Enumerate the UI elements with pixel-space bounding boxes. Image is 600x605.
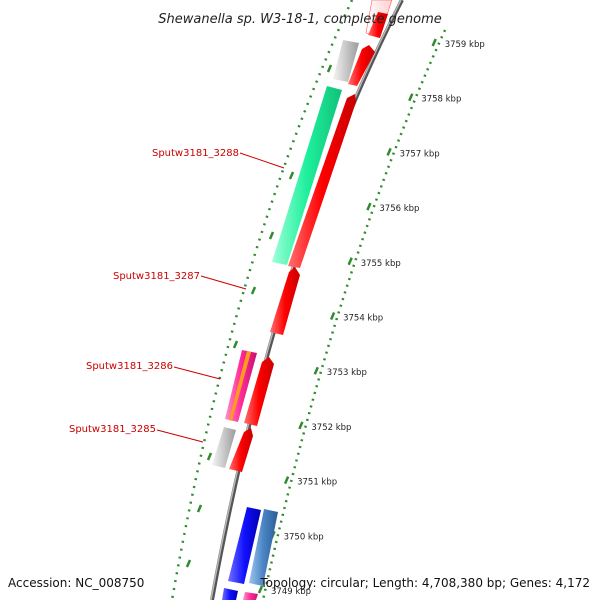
feature-pink-bottom[interactable] bbox=[243, 592, 258, 600]
gene-label[interactable]: Sputw3181_3288 bbox=[152, 148, 239, 159]
accession-text: Accession: NC_008750 bbox=[8, 576, 144, 590]
scale-tick-label: 3756 kbp bbox=[379, 204, 419, 214]
scale-tick-mark bbox=[347, 257, 353, 266]
feature-orange-stripe bbox=[229, 351, 251, 421]
genome-backbone-highlight bbox=[210, 0, 402, 601]
scale-tick-mark bbox=[386, 147, 392, 156]
feature-cds-top-red[interactable] bbox=[368, 12, 388, 38]
leader-sputw3181-3287 bbox=[200, 275, 247, 290]
feature-grey-sputw3181-3285[interactable] bbox=[212, 427, 236, 468]
feature-blue-2[interactable] bbox=[222, 588, 238, 600]
gene-labels: Sputw3181_3288 Sputw3181_3287 Sputw3181_… bbox=[69, 148, 239, 435]
scale-tick-group: 3759 kbp 3758 kbp 3757 kbp 3756 kbp 3755 kbp… bbox=[257, 38, 485, 597]
gene-label[interactable]: Sputw3181_3287 bbox=[113, 271, 200, 282]
scale-tick-label: 3749 kbp bbox=[271, 587, 311, 597]
gene-label[interactable]: Sputw3181_3285 bbox=[69, 424, 156, 435]
leader-sputw3181-3288 bbox=[239, 152, 285, 169]
scale-tick-label: 3755 kbp bbox=[361, 259, 401, 269]
scale-tick-label: 3750 kbp bbox=[284, 532, 324, 542]
scale-tick-label: 3757 kbp bbox=[400, 149, 440, 159]
scale-tick-mark bbox=[431, 38, 437, 47]
scale-tick-mark bbox=[366, 202, 372, 211]
scale-tick-mark bbox=[257, 585, 264, 594]
leader-sputw3181-3285 bbox=[156, 429, 204, 443]
scale-tick-label: 3758 kbp bbox=[421, 95, 461, 105]
feature-cds-1[interactable] bbox=[348, 45, 375, 86]
outer-ring-marks bbox=[185, 64, 333, 568]
scale-tick-label: 3751 kbp bbox=[297, 478, 337, 488]
feature-cds-sputw3181-3287[interactable] bbox=[270, 267, 300, 335]
map-title: Shewanella sp. W3-18-1, complete genome bbox=[158, 12, 441, 27]
scale-tick-label: 3752 kbp bbox=[311, 423, 351, 433]
feature-steel-1[interactable] bbox=[249, 509, 278, 586]
scale-tick-label: 3754 kbp bbox=[343, 314, 383, 324]
scale-ring-dotted bbox=[261, 29, 447, 601]
scale-tick-label: 3753 kbp bbox=[327, 368, 367, 378]
gene-label-leaders bbox=[156, 152, 285, 443]
scale-tick-mark bbox=[329, 312, 336, 320]
scale-tick-mark bbox=[408, 93, 414, 102]
feature-cds-sputw3181-3285[interactable] bbox=[229, 428, 253, 472]
scale-tick-mark bbox=[283, 476, 290, 485]
leader-sputw3181-3286 bbox=[173, 366, 221, 380]
scale-tick-label: 3759 kbp bbox=[445, 40, 485, 50]
gene-label[interactable]: Sputw3181_3286 bbox=[86, 361, 173, 372]
topology-text: Topology: circular; Length: 4,708,380 bp… bbox=[259, 576, 590, 590]
feature-track-left bbox=[212, 40, 359, 600]
feature-cds-sputw3181-3286[interactable] bbox=[244, 357, 274, 426]
feature-grey-top[interactable] bbox=[333, 40, 359, 82]
feature-track-right bbox=[229, 0, 393, 600]
scale-tick-mark bbox=[313, 366, 319, 375]
feature-blue-1[interactable] bbox=[228, 507, 261, 584]
scale-tick-mark bbox=[298, 421, 304, 430]
outer-ring-dotted bbox=[170, 0, 354, 601]
feature-green-sputw3181-3288[interactable] bbox=[272, 86, 342, 265]
feature-cds-2[interactable] bbox=[288, 94, 356, 268]
